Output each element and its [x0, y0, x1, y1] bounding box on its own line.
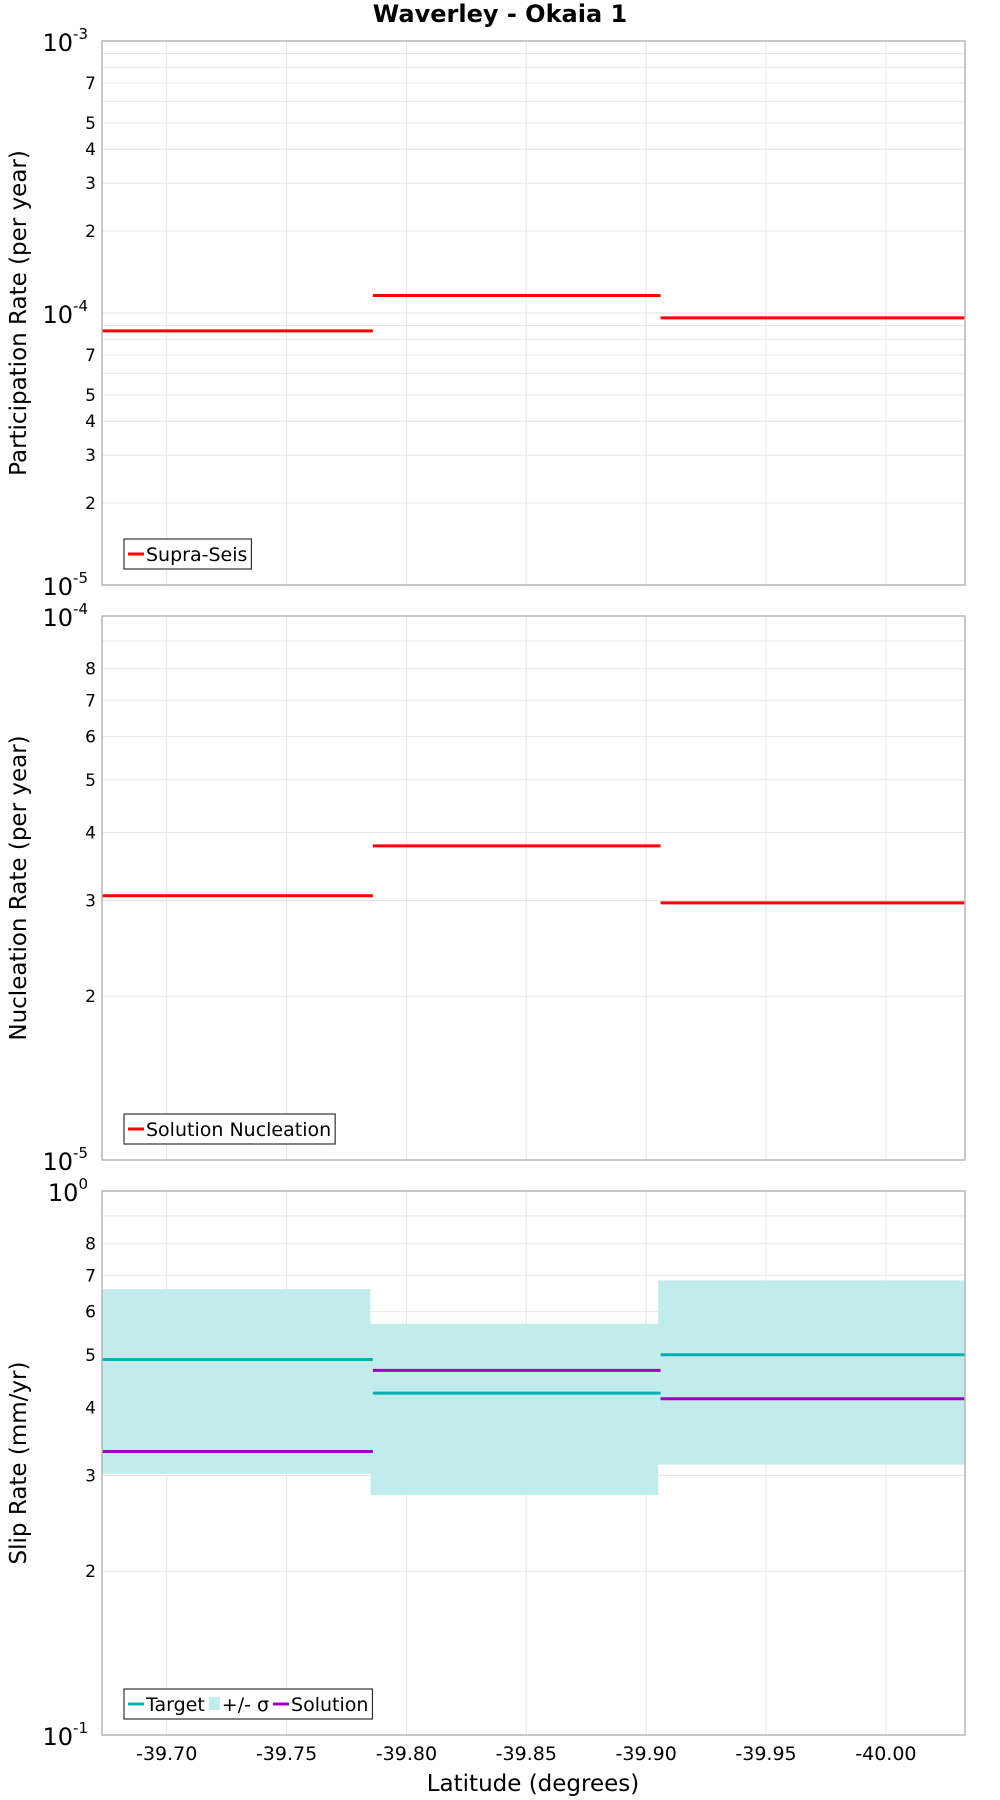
y-tick-exponent: -3: [73, 25, 88, 43]
x-axis-label: Latitude (degrees): [427, 1771, 640, 1797]
sigma-band-segment: [370, 1323, 659, 1496]
x-tick-label: -39.95: [735, 1743, 796, 1765]
legend-frame: [123, 1113, 336, 1145]
plot-frame: [101, 40, 966, 586]
y-axis-label: Nucleation Rate (per year): [6, 735, 32, 1040]
y-axis-label: Slip Rate (mm/yr): [6, 1362, 32, 1565]
y-tick-label: 7: [85, 346, 96, 366]
y-tick-label-major: 10-1: [42, 1719, 88, 1751]
y-tick-label-major: 10-5: [42, 1144, 88, 1176]
legend-frame: [123, 1688, 374, 1720]
x-tick-label: -39.75: [256, 1743, 317, 1765]
x-tick-label: -39.70: [136, 1743, 197, 1765]
y-tick-exponent: -5: [73, 569, 88, 587]
y-tick-label: 7: [85, 1266, 96, 1286]
y-tick-label-major: 10-4: [42, 600, 88, 632]
y-axis-label: Participation Rate (per year): [6, 150, 32, 476]
y-tick-exponent: 0: [78, 1175, 88, 1193]
y-tick-label: 5: [85, 1346, 96, 1366]
y-tick-label: 5: [85, 114, 96, 134]
plot-frame: [101, 1190, 966, 1736]
legend-entry: Target: [145, 1694, 205, 1716]
panel-nucleation: 2 3 4 5 6 7 8 10-5 10-4 Nucleation Rate (per year…: [6, 600, 966, 1176]
y-tick-exponent: -5: [73, 1144, 88, 1162]
y-tick-label: 2: [85, 987, 96, 1007]
y-tick-label: 3: [85, 891, 96, 911]
y-tick-label: 7: [85, 691, 96, 711]
legend-frame: [123, 538, 253, 570]
y-tick-label: 2: [85, 1562, 96, 1582]
legend: Target +/- σ Solution: [123, 1688, 374, 1720]
x-tick-label: -40.00: [855, 1743, 916, 1765]
plot-frame: [101, 615, 966, 1161]
y-tick-label-major: 10-4: [42, 297, 88, 329]
y-tick-label-major: 10-5: [42, 569, 88, 601]
legend: Solution Nucleation: [123, 1113, 336, 1145]
y-tick-label-major: 100: [48, 1175, 88, 1207]
sigma-band-segment: [102, 1289, 371, 1474]
y-tick-label: 3: [85, 1466, 96, 1486]
legend-swatch: [208, 1697, 220, 1710]
y-tick-label-major: 10-3: [42, 25, 88, 57]
chart-title: Waverley - Okaia 1: [373, 0, 627, 28]
y-tick-label: 2: [85, 494, 96, 514]
y-tick-label: 7: [85, 74, 96, 94]
legend: Supra-Seis: [123, 538, 253, 570]
x-tick-label: -39.90: [616, 1743, 677, 1765]
y-tick-label: 4: [85, 140, 96, 160]
y-tick-label: 3: [85, 174, 96, 194]
y-tick-exponent: -4: [73, 600, 88, 618]
legend-entry: +/- σ: [222, 1694, 269, 1716]
x-tick-label: -39.85: [496, 1743, 557, 1765]
y-tick-label: 4: [85, 412, 96, 432]
y-tick-label: 8: [85, 1235, 96, 1255]
legend-entry: Solution: [291, 1694, 368, 1716]
panel-participation: 2 3 4 5 7 2 3 4 5 7 10-5 10-4 10-3 Participation Rate…: [6, 25, 966, 601]
y-tick-exponent: -1: [73, 1719, 88, 1737]
y-tick-label: 4: [85, 1398, 96, 1418]
y-tick-label: 4: [85, 823, 96, 843]
y-tick-label: 2: [85, 222, 96, 242]
x-tick-label: -39.80: [376, 1743, 437, 1765]
legend-entry: Supra-Seis: [146, 544, 247, 566]
sigma-band-segment: [658, 1280, 965, 1465]
y-tick-label: 6: [85, 728, 96, 748]
y-tick-label: 5: [85, 771, 96, 791]
y-tick-label: 6: [85, 1303, 96, 1323]
panel-slip: 2 3 4 5 6 7 8 10-1 100 Slip Rate (mm/yr) Target +/-…: [6, 1175, 966, 1751]
legend-entry: Solution Nucleation: [146, 1119, 331, 1141]
y-tick-label: 5: [85, 386, 96, 406]
y-tick-exponent: -4: [73, 297, 88, 315]
y-tick-label: 8: [85, 660, 96, 680]
y-tick-label: 3: [85, 446, 96, 466]
